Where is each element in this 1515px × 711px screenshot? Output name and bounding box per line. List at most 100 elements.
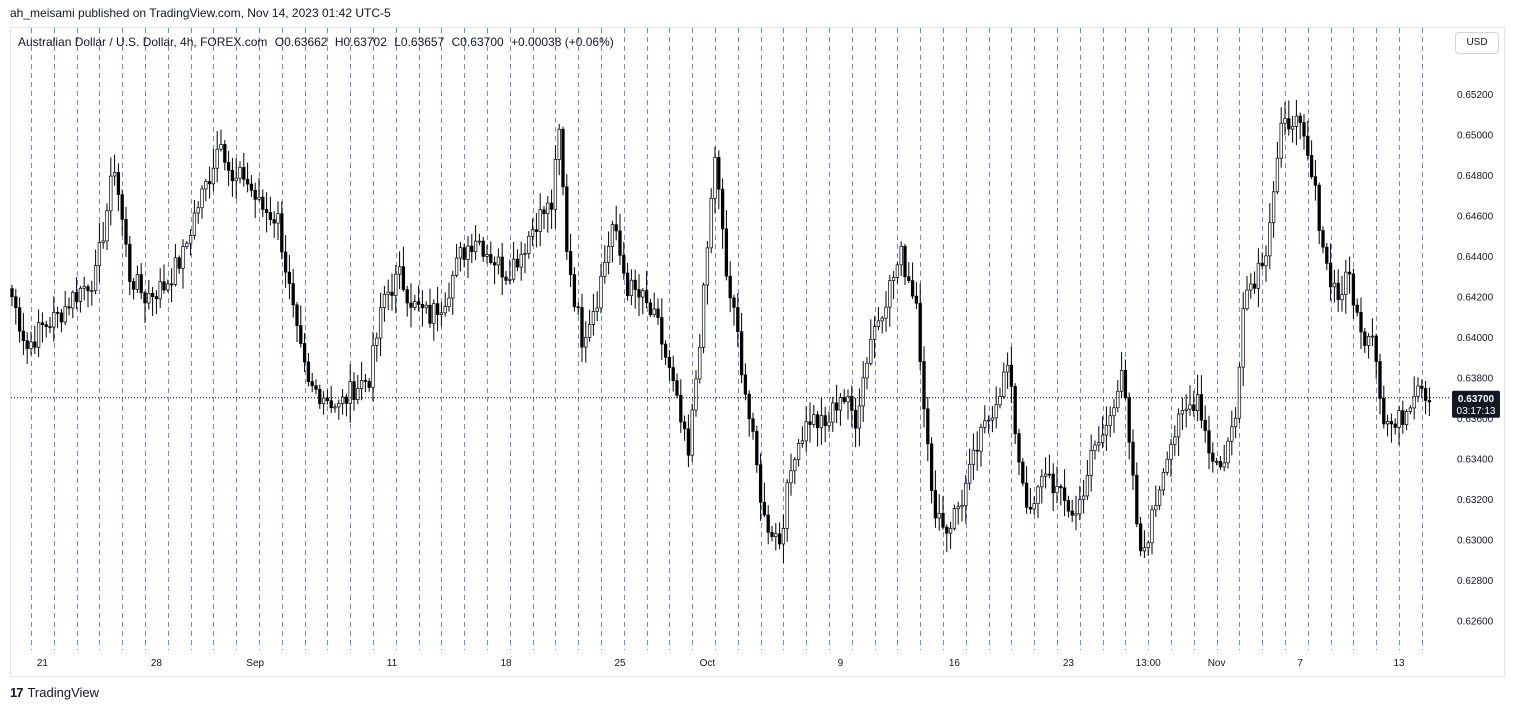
candle-body [462, 247, 466, 260]
candle [1317, 182, 1321, 245]
candle-body [979, 427, 983, 452]
candle-body [139, 274, 143, 294]
symbol-name: Australian Dollar / U.S. Dollar, 4h, FOR… [18, 35, 268, 49]
candle [116, 163, 121, 212]
candle [1017, 428, 1021, 476]
candle-body [720, 188, 725, 230]
currency-button[interactable]: USD [1455, 32, 1499, 54]
candle [1169, 438, 1173, 477]
candle [599, 263, 603, 314]
candle [587, 309, 592, 342]
candle [888, 275, 892, 327]
candle [1279, 107, 1283, 168]
candle [884, 291, 888, 332]
candle [128, 235, 132, 296]
candle [709, 188, 713, 254]
candle [1382, 385, 1386, 429]
candle [553, 145, 558, 229]
candle [470, 233, 474, 264]
candle-body [538, 209, 542, 232]
candle-body [519, 253, 523, 268]
candle-body [1066, 500, 1071, 512]
candle [207, 166, 212, 199]
candle-body [530, 229, 535, 237]
candle [1165, 451, 1169, 476]
y-tick-label: 0.64200 [1457, 293, 1494, 304]
candle [508, 259, 512, 284]
candle [147, 279, 151, 310]
candle [1199, 375, 1204, 429]
candle [781, 514, 786, 564]
candle-body [891, 276, 896, 281]
candle [439, 302, 444, 327]
candle-body [1408, 407, 1413, 412]
candle [899, 241, 903, 277]
candle-body [276, 213, 280, 224]
y-tick-label: 0.65000 [1457, 131, 1494, 142]
candle [660, 298, 664, 360]
candle-body [686, 428, 691, 456]
x-tick-label: 16 [949, 658, 961, 669]
candle-body [359, 380, 364, 389]
candle-body [1230, 426, 1234, 442]
candle-body [97, 242, 102, 266]
candle-body [200, 188, 204, 209]
candle [1116, 380, 1120, 413]
candle-body [1173, 436, 1177, 445]
candle-body [758, 464, 763, 503]
candle [432, 299, 436, 341]
candle-body [1397, 410, 1401, 428]
candle-body [1104, 425, 1109, 436]
candle-body [990, 417, 995, 421]
candle [394, 264, 398, 314]
candle [10, 284, 14, 307]
candle [264, 192, 269, 233]
candle [880, 315, 884, 334]
candle-body [975, 449, 979, 452]
candle [181, 239, 185, 289]
candle [500, 243, 504, 295]
candle-body [907, 276, 911, 281]
candle-body [458, 247, 463, 259]
candle-body [956, 506, 960, 509]
candle-body [283, 251, 288, 273]
candle [542, 205, 546, 230]
candle [1241, 292, 1245, 387]
candle-body [489, 254, 493, 263]
candle-body [853, 409, 858, 429]
candle [67, 297, 71, 316]
candle [1355, 298, 1359, 317]
candle [310, 373, 314, 393]
candle-body [14, 296, 18, 309]
candle-body [1351, 273, 1356, 306]
candle [268, 196, 273, 226]
candle [1366, 333, 1371, 359]
candle-body [1332, 282, 1337, 288]
candle [1195, 374, 1200, 422]
candle [1093, 440, 1097, 460]
candle-body [1294, 115, 1299, 127]
candle-body [1321, 230, 1325, 248]
candle-body [717, 157, 721, 190]
candle-body [614, 224, 618, 232]
x-tick-label: 21 [37, 658, 49, 669]
candle [386, 279, 390, 311]
candle [511, 241, 516, 283]
candle-body [204, 181, 208, 190]
candle [663, 340, 668, 366]
candle-body [1138, 523, 1143, 552]
candle-body [101, 240, 105, 243]
candle [633, 269, 637, 309]
candle-body [1252, 283, 1257, 289]
candle [819, 397, 824, 445]
x-tick-label: 23 [1063, 658, 1075, 669]
candle-body [1123, 369, 1128, 398]
candle-body [1024, 482, 1029, 508]
candle [869, 319, 873, 366]
candle-body [565, 186, 569, 252]
candle [1089, 434, 1093, 492]
candle-body [755, 431, 759, 466]
candle [565, 174, 569, 260]
candle [29, 331, 33, 356]
